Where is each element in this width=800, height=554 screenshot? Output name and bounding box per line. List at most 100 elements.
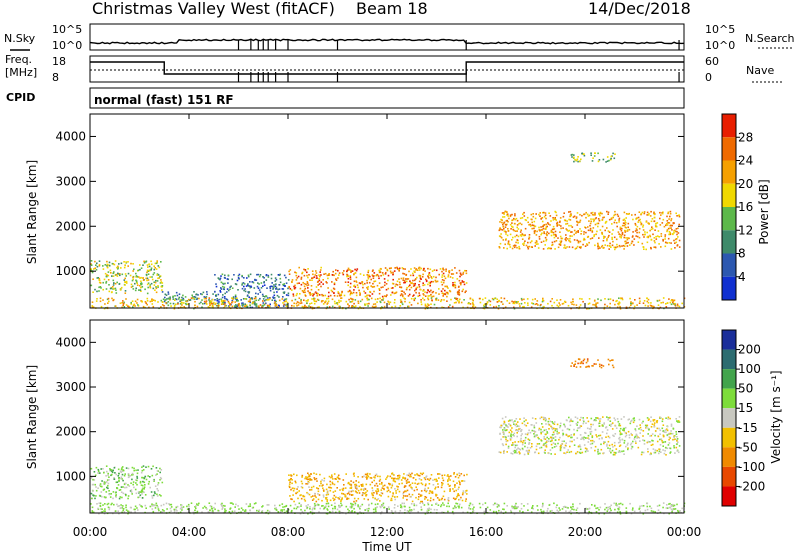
echo-cell: [665, 306, 668, 308]
echo-cell: [366, 477, 369, 479]
echo-cell: [585, 211, 587, 214]
echo-cell: [660, 214, 662, 216]
echo-cell: [371, 481, 373, 484]
echo-cell: [673, 508, 675, 510]
echo-cell: [255, 297, 257, 299]
echo-cell: [369, 290, 371, 293]
echo-cell: [145, 273, 148, 276]
echo-cell: [664, 234, 667, 236]
echo-cell: [334, 490, 337, 492]
echo-cell: [593, 505, 596, 507]
echo-cell: [402, 279, 404, 281]
echo-cell: [533, 232, 536, 235]
echo-cell: [146, 271, 148, 274]
echo-cell: [605, 426, 607, 429]
echo-cell: [607, 418, 609, 421]
echo-cell: [384, 267, 387, 269]
echo-cell: [191, 294, 193, 297]
echo-cell: [550, 220, 552, 222]
echo-cell: [127, 265, 129, 267]
echo-cell: [359, 291, 361, 294]
echo-cell: [278, 274, 281, 276]
echo-cell: [99, 483, 102, 485]
echo-cell: [600, 443, 602, 446]
echo-cell: [408, 270, 410, 273]
echo-cell: [642, 246, 645, 248]
echo-cell: [117, 267, 119, 269]
echo-cell: [625, 432, 627, 434]
echo-cell: [522, 234, 525, 237]
echo-cell: [224, 300, 226, 302]
echo-cell: [272, 297, 275, 299]
echo-cell: [390, 272, 392, 274]
echo-cell: [523, 242, 525, 244]
echo-cell: [215, 302, 217, 305]
echo-cell: [442, 268, 444, 270]
echo-cell: [583, 238, 586, 241]
echo-cell: [558, 243, 561, 246]
echo-cell: [300, 494, 302, 496]
echo-cell: [298, 490, 300, 492]
echo-cell: [573, 428, 575, 431]
echo-cell: [666, 220, 669, 222]
echo-cell: [621, 438, 624, 441]
echo-cell: [293, 285, 295, 288]
echo-cell: [158, 494, 161, 496]
echo-cell: [624, 435, 627, 438]
echo-cell: [582, 419, 585, 422]
echo-cell: [554, 230, 557, 233]
echo-cell: [421, 500, 423, 503]
echo-cell: [409, 280, 411, 282]
echo-cell: [661, 420, 664, 423]
echo-cell: [135, 287, 137, 290]
echo-cell: [301, 510, 304, 513]
echo-cell: [559, 448, 562, 450]
echo-cell: [255, 299, 257, 302]
echo-cell: [599, 212, 602, 215]
echo-cell: [106, 298, 109, 301]
echo-cell: [669, 212, 672, 215]
echo-cell: [447, 480, 449, 483]
echo-cell: [134, 300, 137, 303]
echo-cell: [599, 418, 602, 420]
echo-cell: [620, 236, 622, 239]
echo-cell: [542, 502, 544, 505]
echo-cell: [575, 509, 578, 511]
echo-cell: [278, 504, 281, 507]
echo-cell: [614, 219, 616, 221]
echo-cell: [520, 503, 523, 505]
echo-cell: [93, 268, 95, 270]
echo-cell: [198, 297, 200, 300]
echo-cell: [374, 306, 376, 308]
echo-cell: [401, 267, 404, 269]
echo-cell: [478, 502, 481, 505]
echo-cell: [163, 300, 166, 303]
echo-cell: [333, 288, 336, 290]
echo-cell: [308, 474, 310, 476]
echo-cell: [633, 438, 636, 440]
echo-cell: [455, 497, 457, 500]
echo-cell: [458, 498, 461, 501]
echo-cell: [229, 286, 231, 288]
echo-cell: [378, 292, 381, 295]
echo-cell: [380, 495, 382, 497]
echo-cell: [573, 433, 575, 435]
echo-cell: [402, 268, 405, 270]
echo-cell: [447, 306, 450, 308]
echo-cell: [121, 478, 123, 480]
echo-cell: [583, 213, 585, 216]
echo-cell: [566, 506, 568, 509]
echo-cell: [547, 420, 550, 423]
echo-cell: [408, 506, 411, 509]
echo-cell: [509, 429, 512, 431]
echo-cell: [366, 303, 368, 305]
echo-cell: [367, 305, 369, 307]
echo-cell: [160, 504, 163, 507]
echo-cell: [430, 289, 432, 292]
echo-cell: [354, 483, 356, 486]
echo-cell: [643, 300, 646, 302]
echo-cell: [589, 428, 592, 430]
echo-cell: [373, 290, 375, 293]
echo-cell: [638, 211, 641, 213]
echo-cell: [646, 424, 649, 427]
